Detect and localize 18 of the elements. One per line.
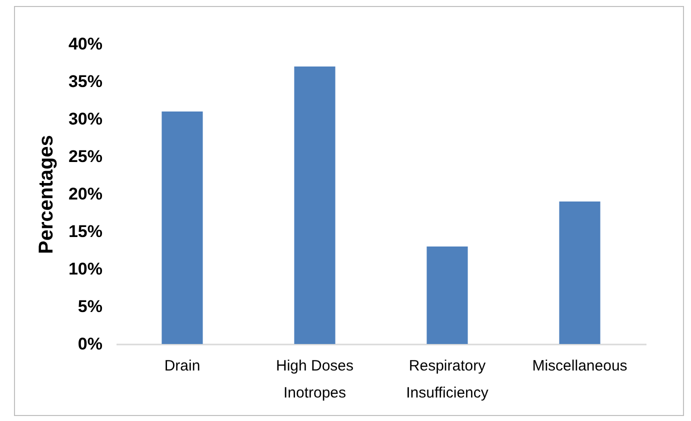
y-tick-label: 15% [68, 222, 102, 241]
y-tick-label: 10% [68, 260, 102, 278]
bar [294, 66, 336, 344]
x-tick-label: Miscellaneous [532, 358, 628, 374]
y-axis-title: Percentages [35, 135, 58, 254]
x-tick-label: High Doses Inotropes [276, 358, 354, 402]
y-tick-label: 40% [68, 34, 102, 54]
y-tick-label: 25% [68, 147, 102, 166]
y-tick-label: 0% [78, 334, 102, 354]
y-tick-label: 35% [68, 72, 102, 91]
y-tick-label: 30% [68, 110, 102, 128]
y-tick-label: 5% [78, 297, 102, 316]
bar [426, 246, 468, 344]
x-tick-label: Respiratory Insufficiency [406, 358, 489, 402]
bar [559, 202, 600, 344]
y-tick-label: 20% [68, 184, 102, 204]
x-tick-label: Drain [164, 358, 200, 374]
bar [162, 112, 203, 344]
